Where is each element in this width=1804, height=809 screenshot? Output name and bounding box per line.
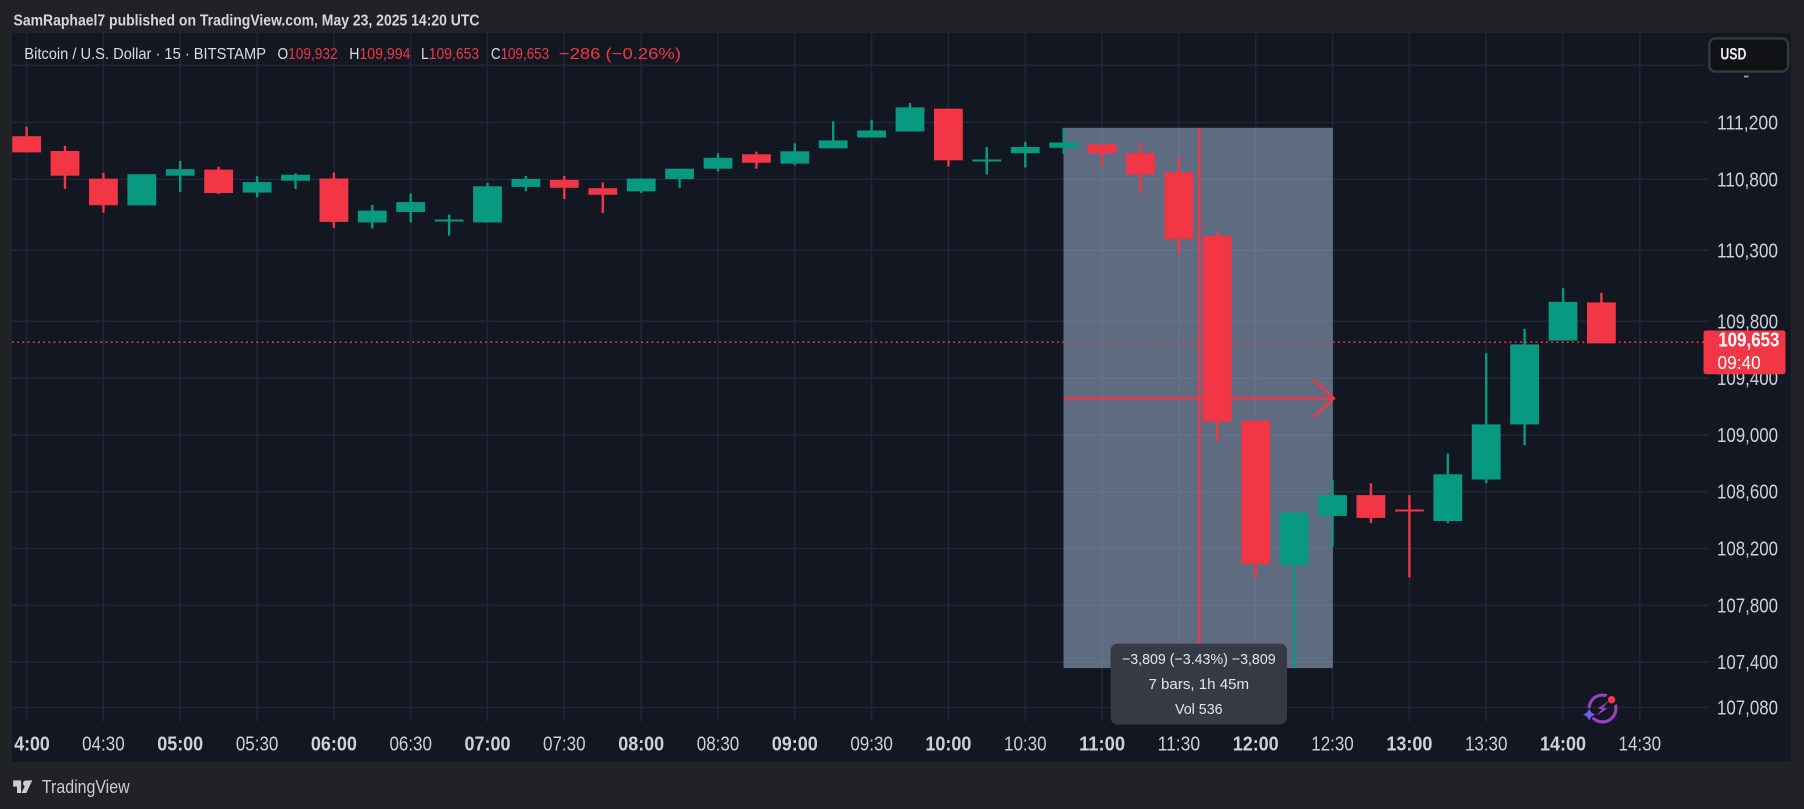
svg-text:11:00: 11:00: [1079, 734, 1125, 756]
svg-text:04:30: 04:30: [82, 734, 125, 756]
svg-text:14:00: 14:00: [1540, 734, 1586, 756]
svg-text:10:00: 10:00: [925, 734, 971, 756]
svg-text:09:00: 09:00: [772, 734, 818, 756]
svg-text:H109,994: H109,994: [349, 46, 410, 63]
svg-text:08:00: 08:00: [618, 734, 664, 756]
svg-text:06:00: 06:00: [311, 734, 357, 756]
svg-text:4:00: 4:00: [14, 734, 50, 756]
svg-text:7 bars, 1h 45m: 7 bars, 1h 45m: [1148, 676, 1249, 693]
svg-text:109,800: 109,800: [1717, 311, 1778, 333]
svg-text:12:30: 12:30: [1311, 734, 1354, 756]
svg-text:110,300: 110,300: [1717, 240, 1778, 262]
svg-text:−286 (−0.26%): −286 (−0.26%): [559, 46, 681, 63]
svg-text:L109,653: L109,653: [421, 46, 479, 63]
svg-text:109,000: 109,000: [1717, 425, 1778, 447]
svg-text:10:30: 10:30: [1004, 734, 1047, 756]
svg-text:108,600: 108,600: [1717, 482, 1778, 504]
svg-text:−3,809 (−3.43%) −3,809: −3,809 (−3.43%) −3,809: [1122, 651, 1276, 668]
svg-text:O109,932: O109,932: [278, 46, 338, 63]
svg-text:107,800: 107,800: [1717, 595, 1778, 617]
svg-text:Bitcoin / U.S. Dollar · 15 · B: Bitcoin / U.S. Dollar · 15 · BITSTAMP: [24, 46, 266, 63]
svg-text:12:00: 12:00: [1233, 734, 1279, 756]
svg-text:C109,653: C109,653: [491, 46, 549, 63]
svg-text:05:00: 05:00: [157, 734, 203, 756]
svg-text:09:30: 09:30: [850, 734, 893, 756]
svg-text:110,800: 110,800: [1717, 169, 1778, 191]
svg-text:13:30: 13:30: [1465, 734, 1508, 756]
svg-text:13:00: 13:00: [1386, 734, 1432, 756]
svg-text:109,653: 109,653: [1718, 330, 1779, 352]
svg-text:09:40: 09:40: [1718, 353, 1761, 373]
svg-text:107,400: 107,400: [1717, 652, 1778, 674]
svg-text:07:30: 07:30: [543, 734, 586, 756]
svg-text:107,080: 107,080: [1717, 698, 1778, 720]
svg-text:108,200: 108,200: [1717, 539, 1778, 561]
svg-text:SamRaphael7 published on Tradi: SamRaphael7 published on TradingView.com…: [14, 13, 480, 30]
svg-text:07:00: 07:00: [465, 734, 511, 756]
svg-text:06:30: 06:30: [389, 734, 432, 756]
svg-text:111,200: 111,200: [1717, 113, 1778, 135]
svg-text:Vol 536: Vol 536: [1175, 701, 1223, 718]
svg-text:TradingView: TradingView: [42, 777, 131, 797]
svg-text:05:30: 05:30: [236, 734, 279, 756]
svg-text:08:30: 08:30: [697, 734, 740, 756]
svg-text:USD: USD: [1720, 46, 1746, 64]
svg-text:14:30: 14:30: [1619, 734, 1662, 756]
svg-text:11:30: 11:30: [1158, 734, 1201, 756]
